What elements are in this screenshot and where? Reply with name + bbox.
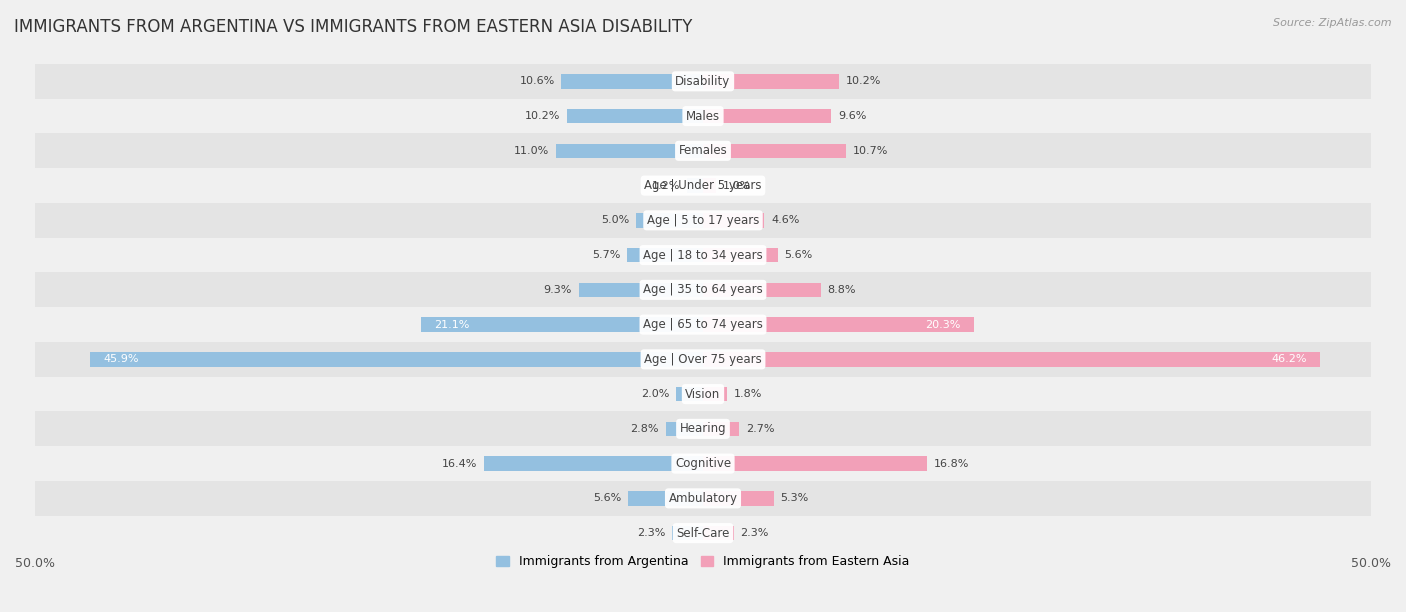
Text: 21.1%: 21.1% — [434, 319, 470, 330]
Bar — [35, 377, 1371, 411]
Bar — [628, 491, 703, 506]
Bar — [579, 283, 703, 297]
Bar — [35, 203, 1371, 237]
Text: 2.8%: 2.8% — [630, 424, 659, 434]
Text: Hearing: Hearing — [679, 422, 727, 435]
Text: 5.6%: 5.6% — [785, 250, 813, 260]
Text: 2.3%: 2.3% — [637, 528, 665, 538]
Bar — [703, 491, 773, 506]
Bar — [688, 178, 703, 193]
Text: 2.0%: 2.0% — [641, 389, 669, 399]
Text: Age | 35 to 64 years: Age | 35 to 64 years — [643, 283, 763, 296]
Text: 20.3%: 20.3% — [925, 319, 960, 330]
Bar — [35, 237, 1371, 272]
Text: 11.0%: 11.0% — [515, 146, 550, 156]
Text: 1.2%: 1.2% — [652, 181, 681, 190]
Bar — [35, 342, 1371, 377]
Bar — [35, 307, 1371, 342]
Bar — [703, 352, 1320, 367]
Text: Males: Males — [686, 110, 720, 122]
Bar — [35, 99, 1371, 133]
Bar — [35, 168, 1371, 203]
Text: 5.3%: 5.3% — [780, 493, 808, 503]
Bar — [703, 109, 831, 124]
Bar — [35, 133, 1371, 168]
Text: Source: ZipAtlas.com: Source: ZipAtlas.com — [1274, 18, 1392, 28]
Text: Age | Over 75 years: Age | Over 75 years — [644, 353, 762, 366]
Text: 5.0%: 5.0% — [602, 215, 630, 225]
Text: 2.7%: 2.7% — [745, 424, 775, 434]
Text: 16.4%: 16.4% — [441, 458, 477, 469]
Bar — [703, 526, 734, 540]
Legend: Immigrants from Argentina, Immigrants from Eastern Asia: Immigrants from Argentina, Immigrants fr… — [491, 550, 915, 573]
Bar — [35, 64, 1371, 99]
Text: 10.7%: 10.7% — [852, 146, 889, 156]
Bar — [484, 457, 703, 471]
Bar — [703, 144, 846, 158]
Text: 2.3%: 2.3% — [741, 528, 769, 538]
Text: Females: Females — [679, 144, 727, 157]
Text: 46.2%: 46.2% — [1271, 354, 1306, 364]
Text: Self-Care: Self-Care — [676, 526, 730, 540]
Text: 45.9%: 45.9% — [103, 354, 139, 364]
Bar — [555, 144, 703, 158]
Text: 10.2%: 10.2% — [524, 111, 560, 121]
Text: Age | Under 5 years: Age | Under 5 years — [644, 179, 762, 192]
Bar — [676, 387, 703, 401]
Bar — [35, 411, 1371, 446]
Text: IMMIGRANTS FROM ARGENTINA VS IMMIGRANTS FROM EASTERN ASIA DISABILITY: IMMIGRANTS FROM ARGENTINA VS IMMIGRANTS … — [14, 18, 692, 36]
Text: 9.6%: 9.6% — [838, 111, 866, 121]
Text: Disability: Disability — [675, 75, 731, 88]
Bar — [703, 283, 821, 297]
Bar — [627, 248, 703, 263]
Bar — [90, 352, 703, 367]
Text: 1.8%: 1.8% — [734, 389, 762, 399]
Text: 9.3%: 9.3% — [544, 285, 572, 295]
Text: 8.8%: 8.8% — [827, 285, 856, 295]
Text: 10.6%: 10.6% — [519, 76, 555, 86]
Bar — [636, 213, 703, 228]
Bar — [703, 178, 717, 193]
Text: Vision: Vision — [685, 387, 721, 401]
Text: 10.2%: 10.2% — [846, 76, 882, 86]
Text: Age | 5 to 17 years: Age | 5 to 17 years — [647, 214, 759, 227]
Bar — [703, 248, 778, 263]
Text: Ambulatory: Ambulatory — [668, 492, 738, 505]
Bar — [703, 213, 765, 228]
Text: 5.7%: 5.7% — [592, 250, 620, 260]
Bar — [35, 481, 1371, 516]
Bar — [703, 387, 727, 401]
Bar — [672, 526, 703, 540]
Bar — [703, 457, 928, 471]
Text: Cognitive: Cognitive — [675, 457, 731, 470]
Bar — [567, 109, 703, 124]
Bar — [703, 74, 839, 89]
Bar — [35, 272, 1371, 307]
Bar — [35, 516, 1371, 551]
Text: 16.8%: 16.8% — [934, 458, 970, 469]
Bar — [703, 317, 974, 332]
Text: 5.6%: 5.6% — [593, 493, 621, 503]
Text: 1.0%: 1.0% — [723, 181, 751, 190]
Text: Age | 18 to 34 years: Age | 18 to 34 years — [643, 248, 763, 261]
Text: 4.6%: 4.6% — [770, 215, 800, 225]
Text: Age | 65 to 74 years: Age | 65 to 74 years — [643, 318, 763, 331]
Bar — [665, 422, 703, 436]
Bar — [422, 317, 703, 332]
Bar — [703, 422, 740, 436]
Bar — [561, 74, 703, 89]
Bar — [35, 446, 1371, 481]
